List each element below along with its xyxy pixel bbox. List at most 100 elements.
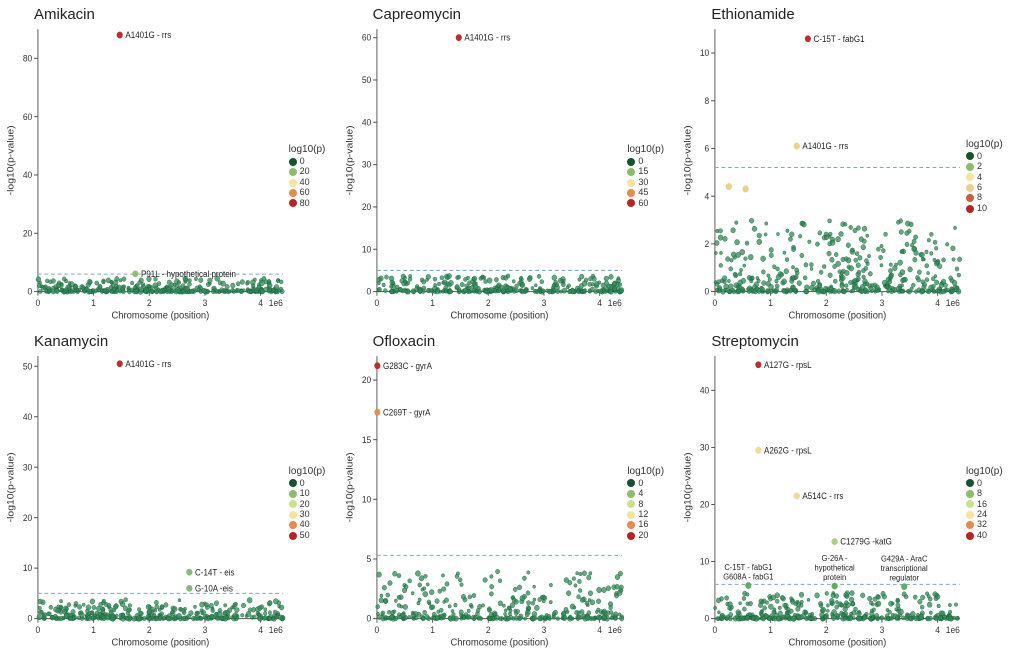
legend-row: 10 — [966, 204, 1014, 213]
svg-text:2: 2 — [705, 239, 710, 249]
svg-text:5: 5 — [366, 554, 371, 564]
svg-text:8: 8 — [705, 95, 710, 105]
svg-text:A262G - rpsL: A262G - rpsL — [764, 445, 812, 455]
svg-text:1: 1 — [430, 298, 435, 308]
svg-text:Chromosome (position): Chromosome (position) — [450, 637, 548, 649]
legend-label: 40 — [977, 531, 987, 540]
legend-swatch — [289, 490, 297, 498]
svg-text:2: 2 — [486, 298, 491, 308]
svg-text:40: 40 — [23, 170, 32, 180]
legend-label: 20 — [300, 500, 310, 509]
svg-text:2: 2 — [486, 625, 491, 635]
legend-title: log10(p) — [627, 466, 675, 477]
svg-text:0: 0 — [36, 625, 41, 635]
svg-text:3: 3 — [541, 298, 546, 308]
svg-text:0: 0 — [713, 625, 718, 635]
svg-text:protein: protein — [823, 572, 846, 581]
scatter-plot: 01020304050-log10(p-value)012341e6Chromo… — [4, 352, 287, 654]
svg-text:10: 10 — [361, 494, 370, 504]
legend-row: 16 — [966, 500, 1014, 509]
svg-text:hypothetical: hypothetical — [815, 563, 855, 572]
legend-label: 0 — [638, 157, 643, 166]
legend-row: 4 — [627, 489, 675, 498]
legend-title: log10(p) — [289, 144, 337, 155]
legend-row: 0 — [966, 479, 1014, 488]
legend-swatch — [627, 158, 635, 166]
legend-row: 24 — [966, 510, 1014, 519]
legend: log10(p)0246810 — [964, 25, 1014, 327]
svg-text:A1401G - rrs: A1401G - rrs — [803, 141, 849, 151]
legend-swatch — [627, 511, 635, 519]
svg-text:C-14T - eis: C-14T - eis — [195, 567, 234, 577]
legend-swatch — [966, 479, 974, 487]
panel-amikacin: Amikacin020406080-log10(p-value)012341e6… — [4, 4, 337, 327]
panel-title: Streptomycin — [681, 331, 1014, 352]
svg-text:4: 4 — [258, 298, 263, 308]
svg-text:0: 0 — [36, 298, 41, 308]
svg-text:Chromosome (position): Chromosome (position) — [111, 637, 209, 649]
svg-text:-log10(p-value): -log10(p-value) — [6, 452, 16, 522]
svg-text:80: 80 — [23, 53, 32, 63]
svg-text:A1401G - rrs: A1401G - rrs — [125, 358, 171, 368]
svg-text:4: 4 — [705, 191, 710, 201]
legend: log10(p)020406080 — [287, 25, 337, 327]
legend-swatch — [966, 511, 974, 519]
scatter-plot: 020406080-log10(p-value)012341e6Chromoso… — [4, 25, 287, 327]
legend-label: 8 — [638, 500, 643, 509]
svg-text:10: 10 — [361, 244, 370, 254]
svg-text:C-15T - fabG1: C-15T - fabG1 — [725, 563, 774, 572]
legend-swatch — [627, 532, 635, 540]
svg-text:3: 3 — [880, 298, 885, 308]
legend-swatch — [289, 199, 297, 207]
svg-text:C-15T - fabG1: C-15T - fabG1 — [814, 33, 865, 43]
panel-row: 0246810-log10(p-value)012341e6Chromosome… — [681, 25, 1014, 327]
svg-text:1: 1 — [769, 298, 774, 308]
svg-text:2: 2 — [147, 298, 152, 308]
plot-area: 020406080-log10(p-value)012341e6Chromoso… — [4, 25, 287, 327]
legend-swatch — [627, 199, 635, 207]
panel-ethionamide: Ethionamide0246810-log10(p-value)012341e… — [681, 4, 1014, 327]
svg-text:4: 4 — [597, 625, 602, 635]
legend-row: 0 — [627, 157, 675, 166]
svg-text:60: 60 — [23, 111, 32, 121]
legend: log10(p)0816243240 — [964, 352, 1014, 654]
svg-text:transcriptional: transcriptional — [881, 564, 928, 573]
svg-text:A127G - rpsL: A127G - rpsL — [764, 359, 812, 369]
legend-label: 30 — [300, 510, 310, 519]
scatter-plot: 05101520-log10(p-value)012341e6Chromosom… — [343, 352, 626, 654]
legend-row: 20 — [289, 500, 337, 509]
plot-area: 0246810-log10(p-value)012341e6Chromosome… — [681, 25, 964, 327]
legend-swatch — [966, 500, 974, 508]
legend-swatch — [289, 179, 297, 187]
svg-text:Chromosome (position): Chromosome (position) — [111, 310, 209, 322]
svg-text:20: 20 — [23, 512, 32, 522]
legend-label: 24 — [977, 510, 987, 519]
svg-text:2: 2 — [824, 625, 829, 635]
legend-title: log10(p) — [627, 144, 675, 155]
legend-label: 16 — [977, 500, 987, 509]
svg-text:1e6: 1e6 — [269, 625, 283, 635]
svg-text:Chromosome (position): Chromosome (position) — [789, 310, 887, 322]
svg-text:3: 3 — [203, 625, 208, 635]
legend-row: 80 — [289, 199, 337, 208]
legend-label: 12 — [638, 510, 648, 519]
legend-row: 40 — [966, 531, 1014, 540]
plot-area: 01020304050-log10(p-value)012341e6Chromo… — [4, 352, 287, 654]
svg-text:1e6: 1e6 — [946, 298, 960, 308]
legend-swatch — [627, 521, 635, 529]
legend-label: 80 — [300, 199, 310, 208]
svg-text:60: 60 — [361, 32, 370, 42]
legend-label: 4 — [638, 489, 643, 498]
legend-label: 10 — [977, 204, 987, 213]
legend-swatch — [966, 163, 974, 171]
svg-text:0: 0 — [374, 298, 379, 308]
panel-title: Capreomycin — [343, 4, 676, 25]
legend-row: 10 — [289, 489, 337, 498]
svg-text:A1401G - rrs: A1401G - rrs — [125, 30, 171, 40]
legend-row: 8 — [966, 489, 1014, 498]
chart-grid: Amikacin020406080-log10(p-value)012341e6… — [0, 0, 1024, 658]
svg-text:0: 0 — [374, 625, 379, 635]
legend-swatch — [627, 189, 635, 197]
legend-row: 40 — [289, 520, 337, 529]
legend-title: log10(p) — [966, 466, 1014, 477]
